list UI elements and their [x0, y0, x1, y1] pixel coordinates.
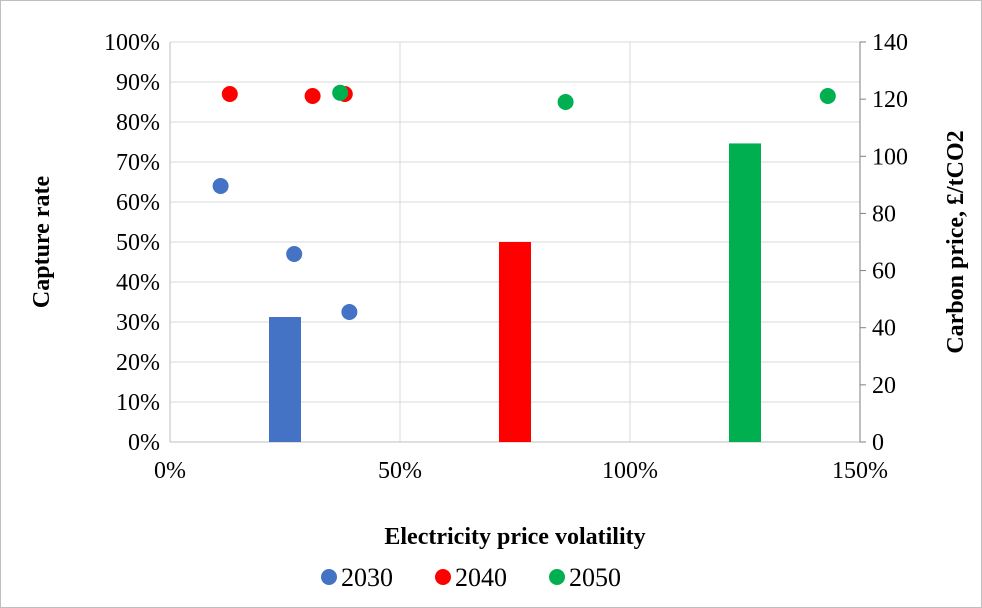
bars-layer — [269, 143, 761, 442]
y2-tick-label: 20 — [872, 373, 896, 399]
point-2040 — [221, 86, 238, 102]
x-tick-label: 100% — [602, 458, 658, 484]
y2-tick-label: 120 — [872, 87, 908, 113]
ticks-layer: 0% 10% 20% 30% 40% 50% 60% 70% 80% 90% 100% 0 20 40 60… — [104, 30, 908, 484]
legend: 2030 2040 2050 — [321, 563, 621, 592]
point-2030 — [286, 246, 303, 262]
bar-2050 — [729, 143, 761, 442]
legend-marker-2030 — [321, 569, 337, 585]
legend-marker-2050 — [549, 569, 565, 585]
points-layer — [212, 84, 836, 320]
point-2050 — [557, 94, 574, 110]
x-tick-label: 50% — [378, 458, 422, 484]
y-tick-label: 0% — [128, 430, 160, 456]
y2-tick-label: 0 — [872, 430, 884, 456]
y-tick-label: 40% — [116, 270, 160, 296]
y-tick-label: 100% — [104, 30, 160, 56]
y-tick-label: 70% — [116, 150, 160, 176]
y-tick-label: 50% — [116, 230, 160, 256]
point-2030 — [212, 178, 229, 194]
y2-tick-label: 80 — [872, 201, 896, 227]
y2-tick-label: 100 — [872, 144, 908, 170]
point-2030 — [341, 304, 358, 320]
point-2040 — [304, 88, 321, 104]
y-tick-label: 10% — [116, 390, 160, 416]
bar-2040 — [499, 242, 531, 442]
x-tick-label: 0% — [154, 458, 186, 484]
legend-label-2050: 2050 — [569, 563, 621, 592]
y-tick-label: 30% — [116, 310, 160, 336]
legend-label-2030: 2030 — [341, 563, 393, 592]
point-2050 — [819, 88, 836, 104]
x-axis-title: Electricity price volatility — [384, 524, 645, 550]
y2-tick-label: 40 — [872, 316, 896, 342]
bar-2030 — [269, 317, 301, 442]
legend-marker-2040 — [435, 569, 451, 585]
y-tick-label: 20% — [116, 350, 160, 376]
y2-axis-title: Carbon price, £/tCO2 — [943, 130, 969, 353]
point-2050 — [332, 84, 349, 101]
y-tick-label: 90% — [116, 70, 160, 96]
x-tick-label: 150% — [832, 458, 888, 484]
y2-tick-label: 140 — [872, 30, 908, 56]
legend-label-2040: 2040 — [455, 563, 507, 592]
y-axis-title: Capture rate — [29, 176, 55, 309]
y2-tick-label: 60 — [872, 259, 896, 285]
y-tick-label: 60% — [116, 190, 160, 216]
y-tick-label: 80% — [116, 110, 160, 136]
